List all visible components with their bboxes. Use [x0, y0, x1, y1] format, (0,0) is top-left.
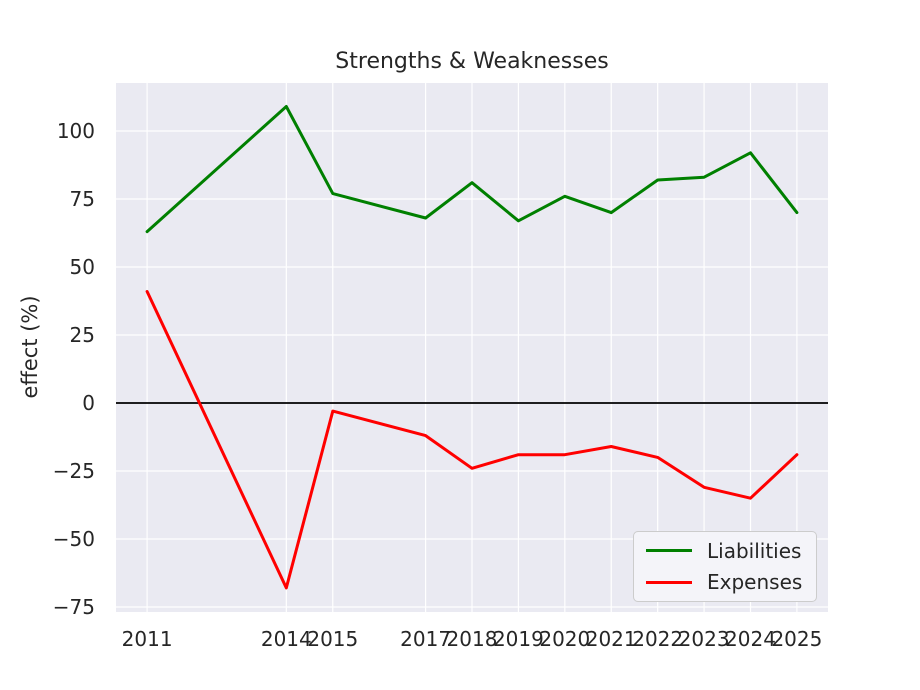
liabilities-line [145, 105, 799, 234]
y-tick-label: −25 [53, 459, 95, 483]
gridlines [116, 83, 828, 612]
expenses-line [145, 290, 799, 590]
x-tick-label: 2025 [771, 627, 822, 651]
legend-label-expenses: Expenses [707, 570, 803, 595]
x-tick-label: 2014 [261, 627, 312, 651]
y-tick-label: 0 [82, 391, 95, 415]
y-tick-label: 25 [70, 323, 95, 347]
y-tick-label: 75 [70, 187, 95, 211]
x-tick-label: 2019 [493, 627, 544, 651]
y-axis-label: effect (%) [18, 295, 42, 398]
legend-item-liabilities: Liabilities [634, 536, 816, 566]
y-tick-label: 100 [57, 119, 95, 143]
x-tick-label: 2015 [307, 627, 358, 651]
x-tick-label: 2022 [632, 627, 683, 651]
y-tick-label: 50 [70, 255, 95, 279]
legend-label-liabilities: Liabilities [707, 538, 802, 563]
x-tick-label: 2023 [679, 627, 730, 651]
chart-title: Strengths & Weaknesses [335, 49, 608, 74]
y-tick-labels: −75 −50 −25 0 25 50 75 100 [53, 119, 95, 619]
x-tick-label: 2020 [539, 627, 590, 651]
series-lines [145, 105, 799, 590]
liabilities-line-sample [646, 549, 692, 553]
legend: Liabilities Expenses [633, 531, 817, 602]
y-tick-label: −75 [53, 595, 95, 619]
expenses-line-sample [646, 580, 692, 584]
x-tick-label: 2021 [586, 627, 637, 651]
x-tick-label: 2024 [725, 627, 776, 651]
legend-item-expenses: Expenses [634, 567, 816, 597]
x-tick-label: 2017 [400, 627, 451, 651]
x-tick-label: 2011 [122, 627, 173, 651]
y-tick-label: −50 [53, 527, 95, 551]
x-tick-label: 2018 [447, 627, 498, 651]
